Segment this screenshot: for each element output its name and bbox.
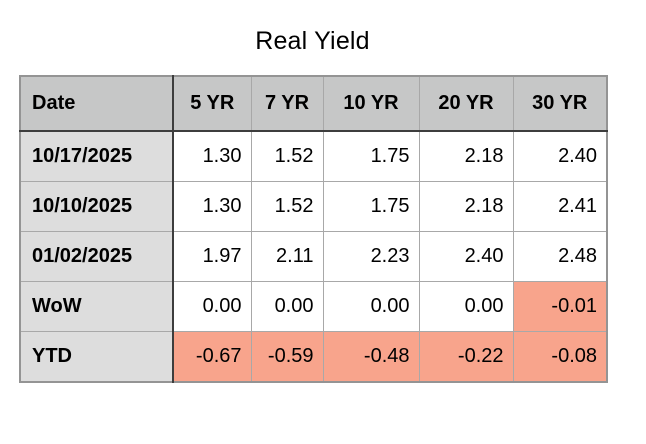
- cell: 1.97: [172, 231, 251, 282]
- cell: 2.48: [512, 231, 607, 282]
- cell: 2.40: [418, 231, 513, 282]
- column-header-5yr: 5 YR: [172, 76, 251, 132]
- column-header-date: Date: [20, 76, 174, 132]
- row-label: 10/10/2025: [20, 181, 174, 232]
- table-row: YTD -0.67 -0.59 -0.48 -0.22 -0.08: [20, 331, 607, 382]
- row-label: YTD: [20, 331, 174, 382]
- cell: 2.18: [418, 130, 513, 182]
- table-row: 10/10/2025 1.30 1.52 1.75 2.18 2.41: [20, 181, 607, 232]
- cell: 1.30: [172, 181, 251, 232]
- cell: 2.40: [512, 130, 607, 182]
- cell: 0.00: [322, 281, 419, 332]
- cell-highlighted: -0.08: [512, 331, 607, 382]
- table-row: 10/17/2025 1.30 1.52 1.75 2.18 2.40: [20, 130, 607, 182]
- header-row: Date 5 YR 7 YR 10 YR 20 YR 30 YR: [20, 76, 607, 132]
- cell: 0.00: [418, 281, 513, 332]
- cell: 2.41: [512, 181, 607, 232]
- column-header-20yr: 20 YR: [418, 76, 513, 132]
- cell: 2.11: [250, 231, 323, 282]
- cell: 0.00: [172, 281, 251, 332]
- cell: 1.75: [322, 130, 419, 182]
- figure-title: Real Yield: [255, 27, 370, 55]
- table-row: 01/02/2025 1.97 2.11 2.23 2.40 2.48: [20, 231, 607, 282]
- cell-highlighted: -0.67: [172, 331, 251, 382]
- row-label: 10/17/2025: [20, 130, 174, 182]
- cell-highlighted: -0.48: [322, 331, 419, 382]
- column-header-30yr: 30 YR: [512, 76, 607, 132]
- cell: 1.30: [172, 130, 251, 182]
- cell-highlighted: -0.22: [418, 331, 513, 382]
- cell: 2.23: [322, 231, 419, 282]
- cell: 0.00: [250, 281, 323, 332]
- cell: 1.52: [250, 130, 323, 182]
- cell: 1.52: [250, 181, 323, 232]
- column-header-7yr: 7 YR: [250, 76, 323, 132]
- cell-highlighted: -0.01: [512, 281, 607, 332]
- row-label: 01/02/2025: [20, 231, 174, 282]
- real-yield-table: Date 5 YR 7 YR 10 YR 20 YR 30 YR 10/17/2…: [19, 75, 608, 383]
- cell-highlighted: -0.59: [250, 331, 323, 382]
- column-header-10yr: 10 YR: [322, 76, 419, 132]
- table-row: WoW 0.00 0.00 0.00 0.00 -0.01: [20, 281, 607, 332]
- row-label: WoW: [20, 281, 174, 332]
- cell: 2.18: [418, 181, 513, 232]
- cell: 1.75: [322, 181, 419, 232]
